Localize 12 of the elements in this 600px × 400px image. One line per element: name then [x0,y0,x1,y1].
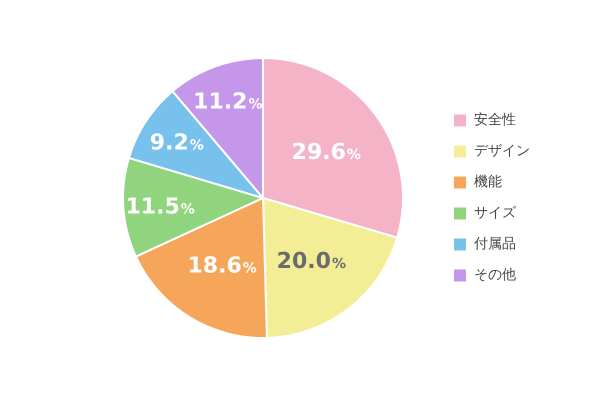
legend-label: その他 [474,267,516,284]
data-label: 29.6% [292,140,361,166]
legend-label: 付属品 [473,236,516,252]
data-label: 11.5% [126,194,195,220]
data-label: 9.2% [150,130,204,156]
data-label: 20.0% [276,249,346,274]
legend-label: デザイン [474,143,530,160]
legend-label: サイズ [474,205,517,222]
data-label: 18.6% [188,254,257,279]
data-label: 11.2% [193,90,262,115]
legend-label: 安全性 [474,112,516,128]
legend-label: 機能 [474,174,502,190]
